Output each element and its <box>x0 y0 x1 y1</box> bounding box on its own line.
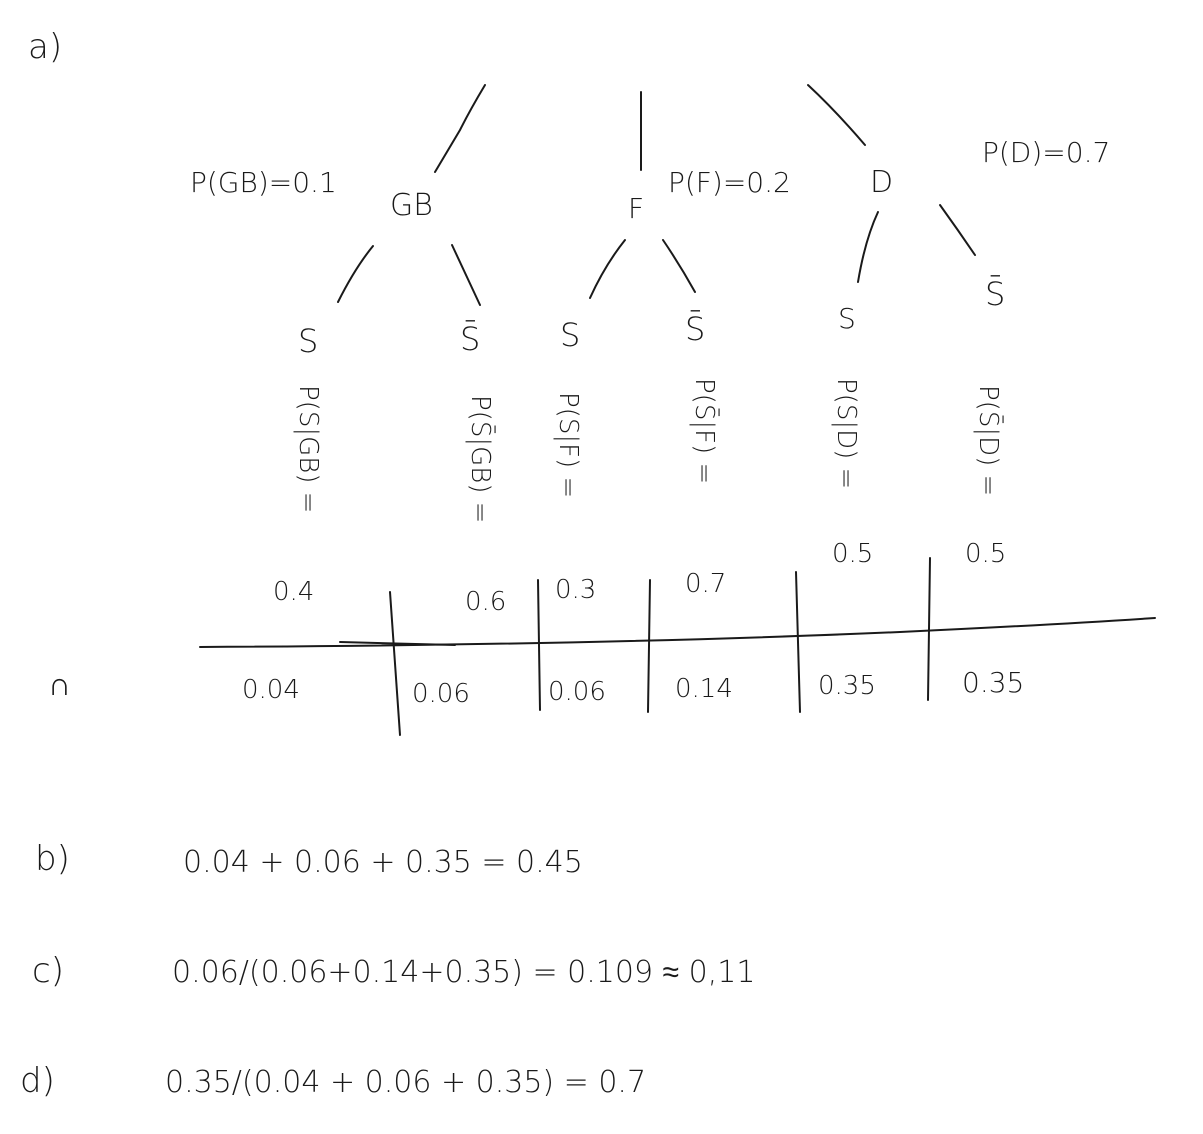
answer-b: 0.04 + 0.06 + 0.35 = 0.45 <box>183 845 583 880</box>
branch-f-notS <box>662 239 696 293</box>
node-gb: GB <box>390 188 433 223</box>
branch-root-d <box>807 84 866 146</box>
cond-value-s-f: 0.3 <box>555 575 596 605</box>
branch-d-s <box>857 211 879 283</box>
node-d-s: S <box>838 302 856 335</box>
cond-label-s-f: P(S|F) = <box>553 392 583 498</box>
answer-d: 0.35/(0.04 + 0.06 + 0.35) = 0.7 <box>165 1065 646 1100</box>
cond-label-s-gb: P(S|GB) = <box>293 385 323 513</box>
cond-label-notS-f: P(S̄|F) = <box>689 378 721 484</box>
node-f: F <box>628 192 644 225</box>
part-label-b: b) <box>35 839 70 879</box>
branch-gb-notS <box>451 244 481 306</box>
prob-label-f: P(F)=0.2 <box>668 166 791 199</box>
node-f-notS: S̄ <box>685 309 705 348</box>
prob-label-gb: P(GB)=0.1 <box>190 166 337 199</box>
intersection-value-6: 0.35 <box>962 666 1024 699</box>
intersection-value-1: 0.04 <box>242 675 300 705</box>
cond-value-s-gb: 0.4 <box>273 577 314 607</box>
table-divider-4 <box>795 571 801 713</box>
cond-value-s-d: 0.5 <box>832 539 873 569</box>
node-d: D <box>870 165 893 200</box>
table-horizontal-overstroke <box>339 641 456 646</box>
intersection-value-5: 0.35 <box>818 671 876 701</box>
cond-value-notS-f: 0.7 <box>685 569 726 599</box>
prob-label-d: P(D)=0.7 <box>982 136 1110 169</box>
cond-label-notS-gb: P(S̄|GB) = <box>465 395 497 523</box>
part-label-c: c) <box>32 951 64 991</box>
intersection-value-4: 0.14 <box>675 674 733 704</box>
branch-root-gb <box>434 84 486 173</box>
cond-label-notS-d: P(S̄|D) = <box>973 385 1005 496</box>
table-divider-5 <box>927 557 931 701</box>
part-label-a: a) <box>28 27 62 67</box>
cond-label-s-d: P(S|D) = <box>831 378 861 489</box>
table-divider-2 <box>537 579 541 711</box>
cond-value-notS-gb: 0.6 <box>465 587 506 617</box>
table-divider-1 <box>389 591 401 736</box>
node-d-notS: S̄ <box>985 274 1005 313</box>
intersection-symbol: ∩ <box>48 665 71 703</box>
cond-value-notS-d: 0.5 <box>965 539 1006 569</box>
intersection-value-2: 0.06 <box>412 679 470 709</box>
node-f-s: S <box>560 316 580 354</box>
branch-gb-s <box>337 245 374 303</box>
table-divider-3 <box>647 579 651 713</box>
branch-f-s <box>589 239 626 299</box>
intersection-value-3: 0.06 <box>548 677 606 707</box>
part-label-d: d) <box>20 1061 55 1101</box>
node-gb-notS: S̄ <box>460 319 480 358</box>
node-gb-s: S <box>298 322 318 360</box>
answer-c: 0.06/(0.06+0.14+0.35) = 0.109 ≈ 0,11 <box>172 955 755 990</box>
branch-d-notS <box>939 204 976 256</box>
